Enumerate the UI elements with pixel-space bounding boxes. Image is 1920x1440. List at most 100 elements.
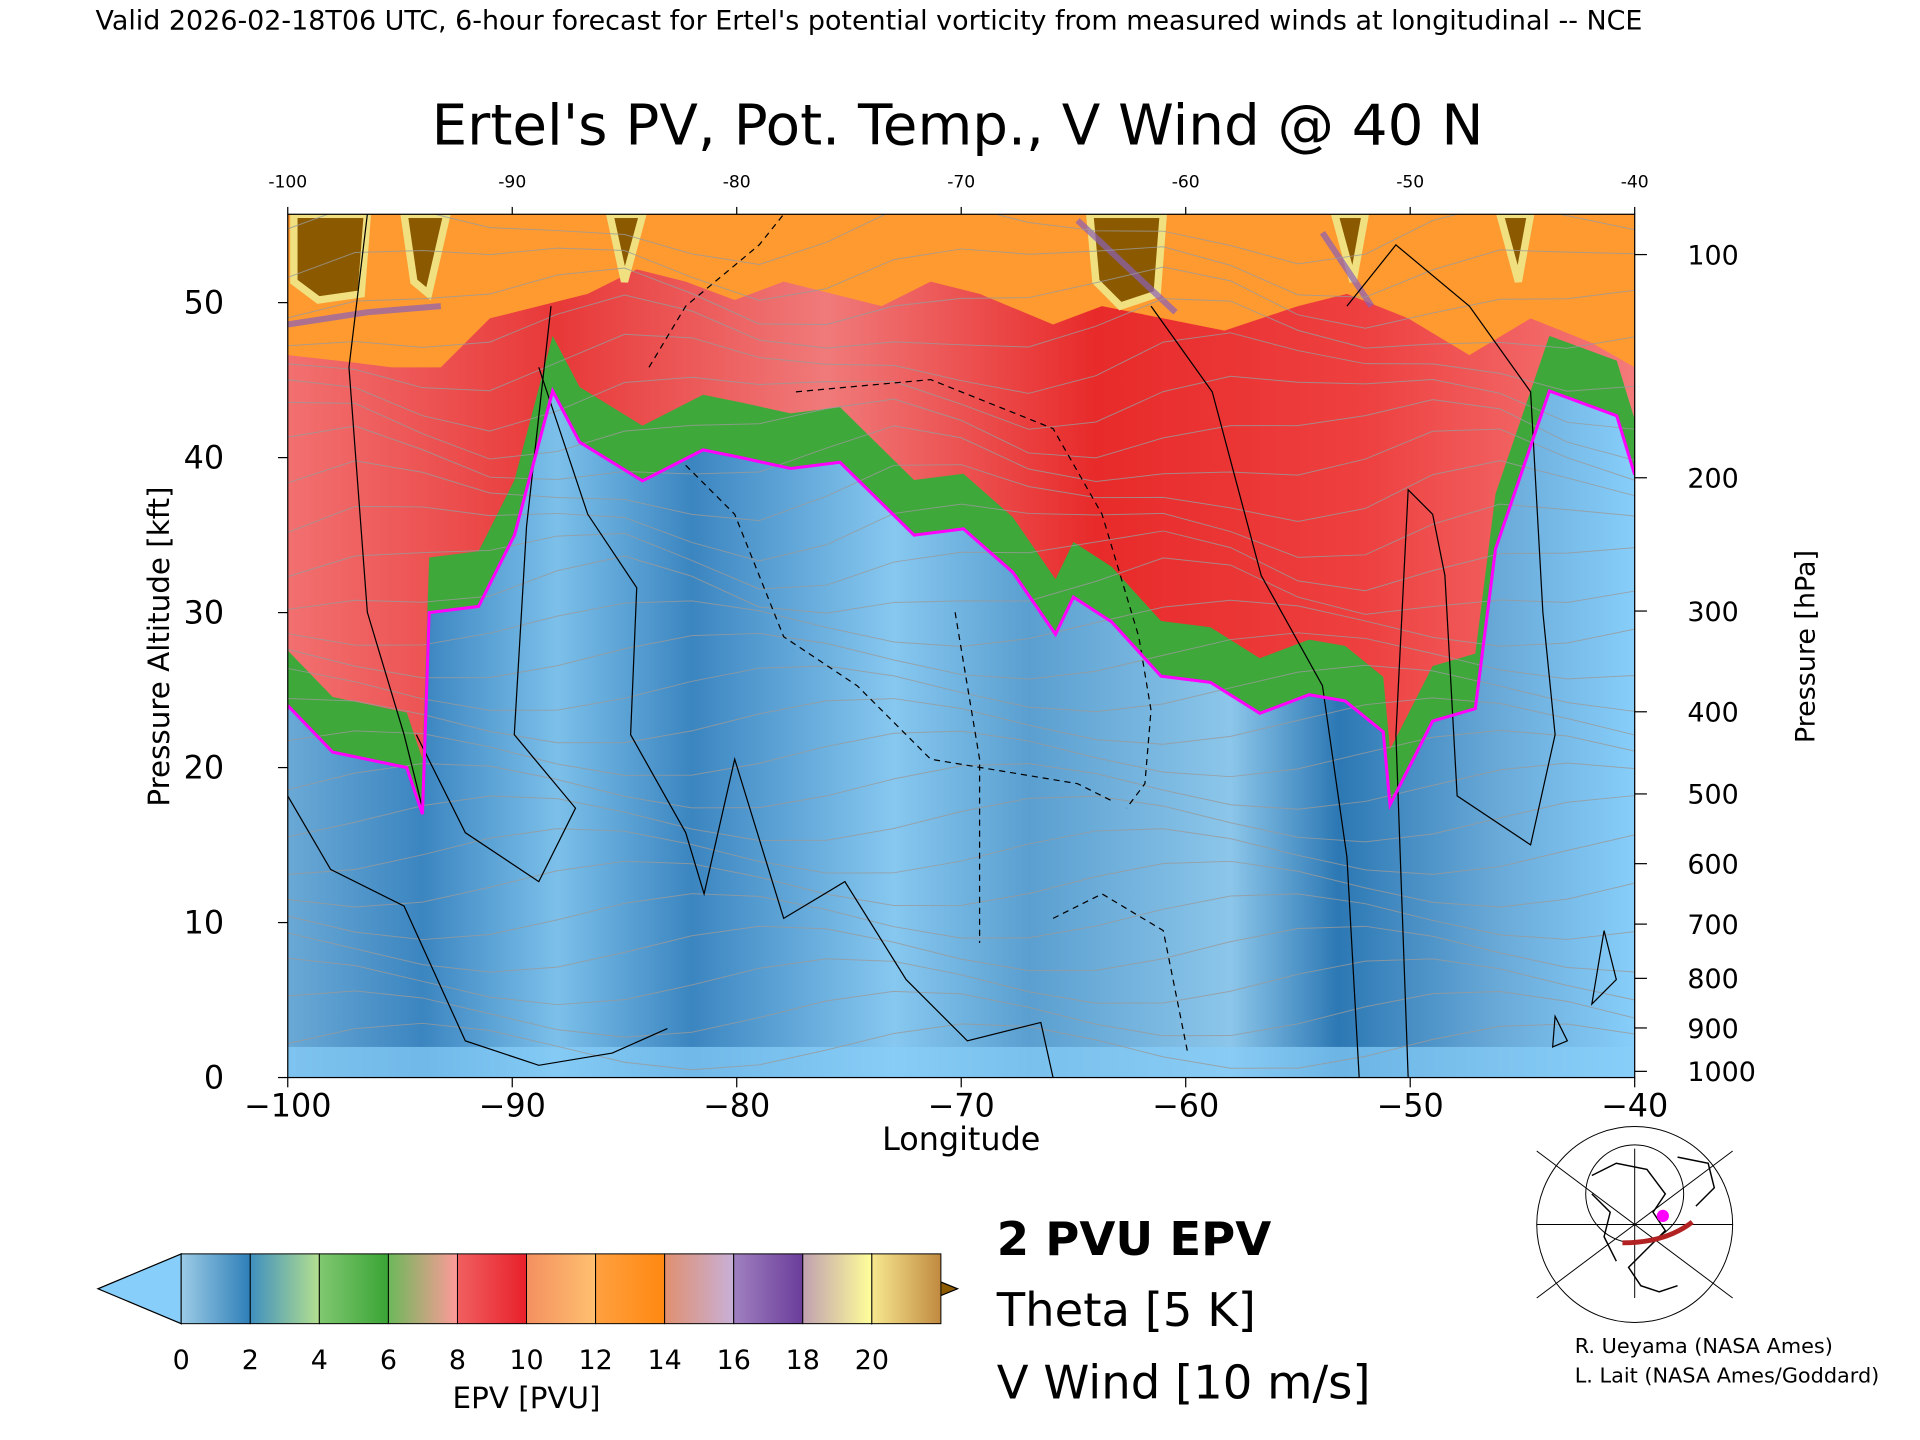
vwind-contour	[1150, 305, 1360, 1078]
x-top-tick-label: -60	[1172, 172, 1200, 192]
colorbar-tick-label: 10	[509, 1345, 543, 1376]
theta-contour	[287, 729, 1635, 778]
colorbar-segment	[871, 1253, 942, 1325]
pressure-tick-label: 200	[1687, 464, 1738, 495]
x-top-tick-label: -80	[723, 172, 751, 192]
colorbar-tick-label: 0	[173, 1345, 190, 1376]
theta-contour	[287, 294, 1635, 349]
legend-vwind: V Wind [10 m/s]	[997, 1355, 1371, 1409]
axes: −100 -100 −90 -90 −80 -80 −70 -70 −60 -60 −50 -50 −4…	[184, 172, 1756, 1124]
colorbar-segment	[664, 1253, 735, 1325]
theta-contour	[287, 828, 1635, 875]
theta-contour	[287, 925, 1635, 973]
locator-map	[1536, 1126, 1734, 1323]
banner-text: Valid 2026-02-18T06 UTC, 6-hour forecast…	[96, 5, 1643, 36]
theta-contours	[287, 214, 1635, 1071]
theta-contour	[287, 246, 1635, 301]
y-tick-label: 50	[184, 284, 225, 322]
colorbar-under-arrow	[96, 1252, 182, 1325]
colorbar-segment	[456, 1253, 528, 1325]
y-tick-label: 20	[184, 749, 225, 787]
colorbar-tick-label: 4	[311, 1345, 328, 1376]
x-top-tick-label: -50	[1396, 172, 1424, 192]
vwind-contour	[648, 214, 1189, 1054]
map-point	[1656, 1209, 1669, 1223]
colorbar-tick-label: 6	[380, 1345, 397, 1376]
brown-patch	[606, 214, 647, 283]
x-top-tick-label: -40	[1621, 172, 1649, 192]
pressure-tick-label: 300	[1687, 597, 1738, 628]
colorbar-tick-label: 14	[648, 1345, 682, 1376]
pressure-tick-label: 500	[1687, 780, 1738, 811]
y-axis-label: Pressure Altitude [kft]	[142, 486, 176, 806]
pressure-tick-label: 700	[1687, 910, 1738, 941]
theta-contour	[287, 664, 1635, 713]
theta-contour	[287, 332, 1635, 394]
vwind-contour	[538, 367, 1054, 1078]
y-tick-label: 30	[184, 594, 225, 632]
brown-patch	[400, 214, 451, 301]
colorbar-label: EPV [PVU]	[453, 1381, 601, 1415]
pv-field-purple	[287, 218, 1374, 328]
vwind-contour	[1551, 930, 1618, 1048]
theta-contour	[287, 632, 1635, 680]
vwind-contour	[287, 795, 668, 1066]
theta-contour	[287, 893, 1635, 941]
brown-patch	[290, 214, 372, 304]
legend-theta: Theta [5 K]	[996, 1283, 1256, 1337]
theta-contour	[287, 957, 1635, 1006]
pressure-tick-label: 400	[1687, 698, 1738, 729]
colorbar-segment	[387, 1253, 458, 1325]
colorbar-segment	[249, 1253, 320, 1325]
x-top-tick-label: -100	[268, 172, 307, 192]
pressure-tick-label: 600	[1687, 849, 1738, 880]
theta-contour	[287, 503, 1635, 562]
x-tick-label: −40	[1601, 1087, 1668, 1125]
x-tick-label: −50	[1377, 1087, 1444, 1125]
x-tick-label: −80	[703, 1087, 770, 1125]
brown-patch	[1330, 214, 1370, 283]
y-tick-label: 0	[204, 1059, 224, 1097]
colorbar: 0 2 4 6 8 10 12 14 16 18 20	[96, 1252, 960, 1376]
vwind-contour	[415, 306, 577, 883]
x-axis-label: Longitude	[882, 1120, 1040, 1158]
pressure-tick-label: 800	[1687, 964, 1738, 995]
brown-patch	[1496, 214, 1535, 283]
pressure-tick-label: 900	[1687, 1014, 1738, 1045]
colorbar-segment	[595, 1253, 666, 1325]
x-tick-label: −60	[1152, 1087, 1219, 1125]
y2-axis-label: Pressure [hPa]	[1791, 550, 1822, 743]
x-top-tick-label: -70	[947, 172, 975, 192]
theta-contour	[287, 214, 1635, 265]
theta-contour	[287, 990, 1635, 1038]
pressure-tick-label: 100	[1687, 240, 1738, 271]
theta-contour	[287, 1022, 1635, 1071]
colorbar-segment	[318, 1253, 389, 1325]
theta-contour	[287, 795, 1635, 843]
theta-contour	[287, 555, 1635, 615]
theta-contour	[287, 697, 1635, 745]
map-meridians	[1536, 1148, 1733, 1299]
colorbar-tick-label: 2	[242, 1345, 259, 1376]
colorbar-tick-label: 18	[786, 1345, 820, 1376]
map-coastlines	[1591, 1156, 1716, 1293]
plot-area	[287, 214, 1635, 1078]
pv-field-surface	[287, 1046, 1635, 1078]
theta-contour	[287, 460, 1635, 523]
pressure-tick-label: 1000	[1687, 1057, 1756, 1088]
theta-contour	[287, 375, 1635, 432]
vwind-contours	[287, 214, 1618, 1078]
colorbar-tick-label: 12	[578, 1345, 612, 1376]
credit-line-1: R. Ueyama (NASA Ames)	[1575, 1334, 1833, 1358]
x-tick-label: −70	[928, 1087, 995, 1125]
theta-contour	[287, 425, 1635, 482]
vwind-contour	[348, 214, 424, 809]
colorbar-tick-label: 20	[855, 1345, 889, 1376]
pv-2pvu-contour	[287, 386, 1635, 815]
y-tick-label: 10	[184, 904, 225, 942]
chart-title: Ertel's PV, Pot. Temp., V Wind @ 40 N	[432, 93, 1484, 158]
y-tick-label: 40	[184, 439, 225, 477]
colorbar-segment	[733, 1253, 804, 1325]
legend-pv-line: 2 PVU EPV	[997, 1212, 1271, 1266]
theta-contour	[287, 266, 1635, 329]
